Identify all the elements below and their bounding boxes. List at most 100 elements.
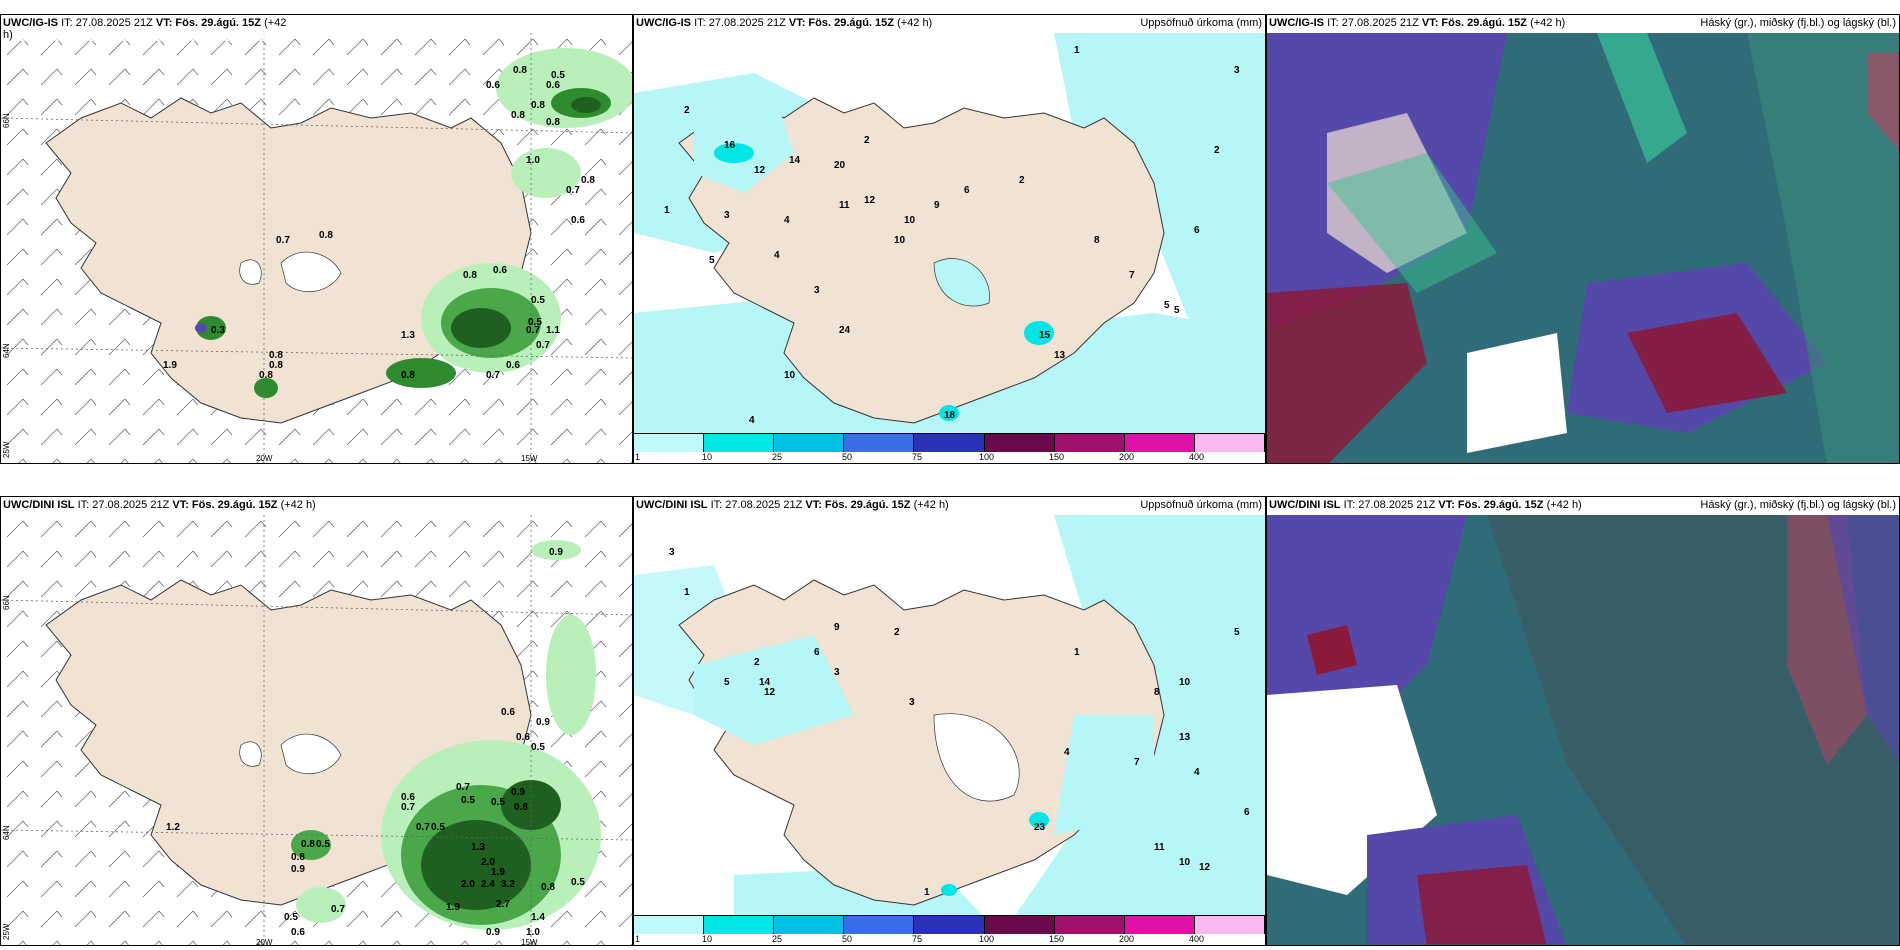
precip-label: 7 [1134,757,1140,768]
precip-label: 0.5 [461,795,475,806]
precip-label: 0.6 [486,80,500,91]
lon-label: 15W [521,938,538,946]
precip-label: 6 [964,185,970,196]
precip-label: 3 [814,285,820,296]
legend-tick: 1 [635,452,641,462]
precip-label: 0.7 [416,822,430,833]
legend-seg [1124,916,1195,934]
precip-label: 1 [1074,647,1080,658]
lon-label: 25W [2,923,11,940]
map-accum-precip: 3 1 2 5 9 6 3 14 12 13 10 8 7 4 6 5 11 1… [634,515,1265,917]
precip-label: 1.9 [491,867,505,878]
precip-label: 8 [1094,235,1100,246]
precip-label: 16 [724,140,736,151]
precip-label: 11 [839,200,850,211]
panel-title: UWC/DINI ISL IT: 27.08.2025 21Z VT: Fös.… [636,499,949,511]
precip-label: 0.7 [526,325,540,336]
legend-seg [1124,434,1195,452]
precip-label: 2 [864,135,870,146]
map-wind-barbs: 0.8 0.5 0.6 0.6 0.8 0.8 0.8 1.0 0.8 0.7 … [1,33,632,463]
legend-tick: 100 [979,934,995,944]
precip-label: 0.8 [401,370,415,381]
lat-label: 64N [2,825,11,840]
lat-label: 64N [2,343,11,358]
precip-legend: 1 10 25 50 75 100 150 200 400 [634,433,1265,463]
map-accum-precip: 2 1 3 4 5 2 14 12 16 20 11 12 10 9 10 6 … [634,33,1265,435]
precip-label: 2.4 [481,879,495,890]
legend-tick: 400 [1189,452,1205,462]
precip-legend: 1 10 25 50 75 100 150 200 400 [634,915,1265,945]
legend-seg [1054,434,1125,452]
precip-label: 13 [1179,732,1191,743]
map-cloud-cover [1267,33,1899,463]
precip-label: 0.5 [284,912,298,923]
legend-tick: 150 [1049,934,1065,944]
panel-title: UWC/IG-IS IT: 27.08.2025 21Z VT: Fös. 29… [636,17,933,29]
legend-seg [844,434,915,452]
legend-tick: 25 [772,452,783,462]
precip-label: 0.7 [536,340,550,351]
precip-label: 0.8 [531,100,545,111]
precip-label: 0.7 [276,235,290,246]
precip-label: 0.7 [401,802,415,813]
precip-label: 1.9 [446,902,460,913]
precip-label: 23 [1034,822,1046,833]
precip-label: 2 [684,105,690,116]
precip-label: 1.1 [546,325,560,336]
precip-label: 5 [709,255,715,266]
precip-label: 5 [724,677,730,688]
map-wind-barbs: 0.9 0.6 0.9 0.6 0.5 0.9 0.8 0.5 0.7 0.5 … [1,515,632,946]
legend-seg [774,434,845,452]
precip-label: 0.8 [514,802,528,813]
precip-label: 24 [839,325,851,336]
panel-right-title: Uppsöfnuð úrkoma (mm) [1140,499,1262,511]
precip-label: 12 [754,165,766,176]
precip-label: 4 [749,415,755,426]
precip-label: 14 [759,677,771,688]
precip-label: 20 [834,160,846,171]
precip-label: 3 [724,210,730,221]
precip-label: 0.5 [528,317,542,328]
precip-label: 4 [1064,747,1070,758]
precip-label: 12 [1199,862,1211,873]
precip-label: 2 [1019,175,1025,186]
legend-tick: 1 [635,934,641,944]
precip-label: 0.7 [486,370,500,381]
precip-label: 10 [1179,677,1191,688]
legend-seg [1194,434,1265,452]
legend-colorbar [634,433,1265,452]
legend-seg [774,916,845,934]
precip-label: 0.8 [581,175,595,186]
precip-label: 0.8 [269,360,283,371]
precip-label: 9 [834,622,840,633]
precip-label: 0.9 [291,864,305,875]
precip-label: 0.8 [269,350,283,361]
precip-label: 2.7 [496,899,510,910]
precip-label: 10 [904,215,916,226]
legend-seg [634,434,705,452]
panel-accum-precip-igis: UWC/IG-IS IT: 27.08.2025 21Z VT: Fös. 29… [633,14,1266,464]
panel-accum-precip-dini: UWC/DINI ISL IT: 27.08.2025 21Z VT: Fös.… [633,496,1266,946]
precip-label: 1.0 [526,155,540,166]
precip-label: 3.2 [501,879,515,890]
legend-tick: 10 [702,452,713,462]
legend-seg [984,916,1055,934]
precip-label: 4 [784,215,790,226]
precip-label: 0.9 [536,717,550,728]
precip-label: 0.5 [491,797,505,808]
lat-label: 66N [2,595,11,610]
legend-seg [1194,916,1265,934]
precip-label: 0.6 [546,80,560,91]
precip-label: 9 [934,200,940,211]
legend-ticks: 1 10 25 50 75 100 150 200 400 [634,452,1265,463]
legend-seg [984,434,1055,452]
precip-label: 0.6 [401,792,415,803]
legend-colorbar [634,915,1265,934]
precip-label: 12 [764,687,776,698]
precip-label: 0.8 [301,839,315,850]
legend-tick: 50 [842,934,853,944]
precip-label: 1.2 [166,822,180,833]
precip-label: 0.3 [211,325,225,336]
panel-right-title: Uppsöfnuð úrkoma (mm) [1140,17,1262,29]
legend-seg [844,916,915,934]
